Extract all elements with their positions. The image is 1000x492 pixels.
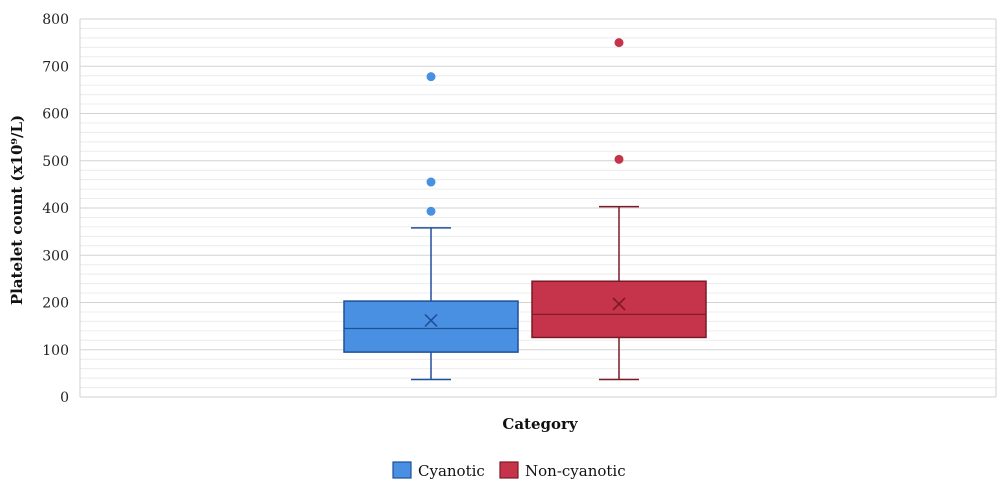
legend-swatch-non-cyanotic	[499, 461, 519, 479]
legend: Cyanotic Non-cyanotic	[392, 461, 626, 480]
box-series-non-cyanotic	[531, 38, 707, 381]
y-tick-label: 100	[42, 343, 69, 359]
outlier-point	[426, 206, 436, 216]
y-tick-label: 500	[42, 154, 69, 170]
legend-label-cyanotic: Cyanotic	[418, 462, 485, 480]
grid-lines	[79, 18, 997, 398]
y-tick-label: 400	[42, 201, 69, 217]
outlier-point	[426, 177, 436, 187]
outlier-point	[614, 154, 624, 164]
y-tick-label: 800	[42, 12, 69, 28]
y-tick-label: 0	[60, 390, 69, 406]
y-axis-tick-labels: 0 100 200 300 400 500 600 700 800	[42, 12, 69, 406]
outlier-point	[614, 38, 624, 48]
box-series	[343, 38, 707, 381]
y-tick-label: 700	[42, 59, 69, 75]
outlier-point	[426, 72, 436, 82]
x-axis-title: Category	[502, 415, 579, 433]
y-tick-label: 200	[42, 296, 69, 312]
y-tick-label: 600	[42, 107, 69, 123]
iqr-box	[343, 300, 519, 353]
mean-marker-stroke-b	[424, 313, 438, 328]
y-axis-title: Platelet count (x10⁹/L)	[8, 115, 26, 305]
legend-label-non-cyanotic: Non-cyanotic	[525, 462, 626, 480]
mean-marker-stroke-b	[612, 297, 626, 311]
box-series-cyanotic	[343, 72, 519, 381]
iqr-box	[531, 280, 707, 339]
legend-swatch-cyanotic	[392, 461, 412, 479]
y-tick-label: 300	[42, 248, 69, 264]
